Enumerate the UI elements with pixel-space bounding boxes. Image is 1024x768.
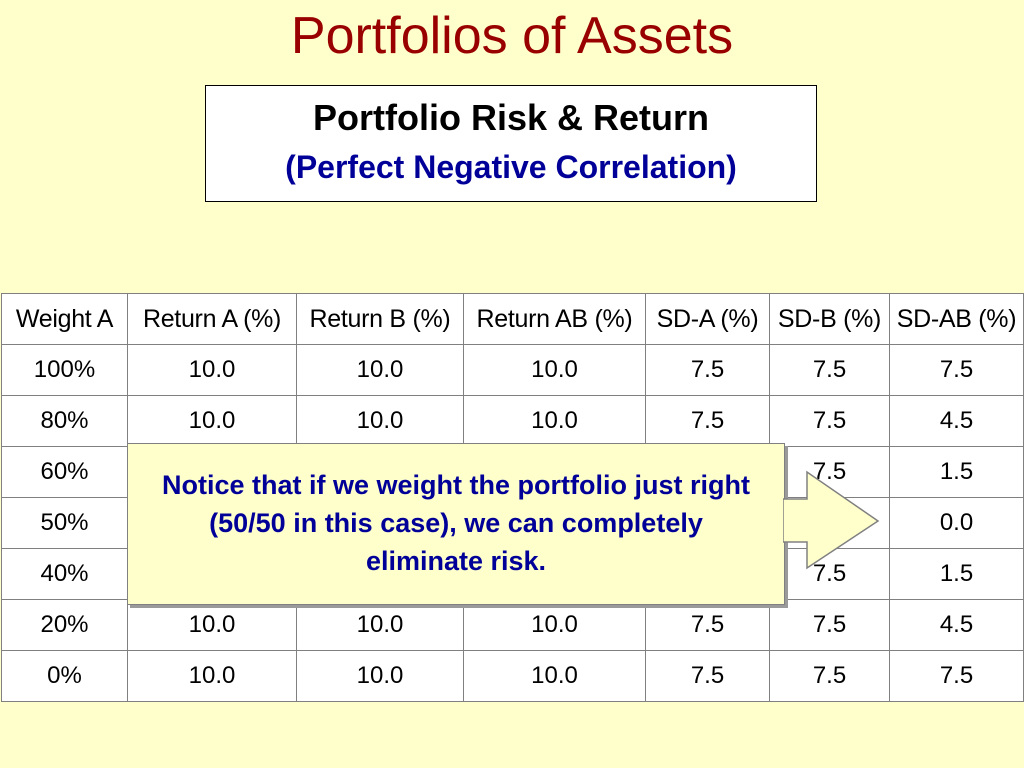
- table-cell: 1.5: [889, 446, 1024, 498]
- table-cell: 7.5: [645, 395, 770, 447]
- arrow-right-icon: [783, 470, 880, 570]
- header-subtitle: (Perfect Negative Correlation): [285, 148, 737, 185]
- table-cell: 7.5: [769, 599, 890, 651]
- table-cell: 60%: [1, 446, 128, 498]
- table-cell: 10.0: [296, 344, 464, 396]
- table-cell: 7.5: [889, 344, 1024, 396]
- table-cell: 0.0: [889, 497, 1024, 549]
- table-cell: 10.0: [463, 395, 646, 447]
- table-cell: 7.5: [769, 548, 890, 600]
- table-cell: 0%: [1, 650, 128, 702]
- table-cell: 40%: [1, 548, 128, 600]
- header-weight-a: Weight A: [1, 293, 128, 345]
- table-cell: 10.0: [296, 599, 464, 651]
- header-return-a: Return A (%): [127, 293, 297, 345]
- table-cell: 10.0: [296, 395, 464, 447]
- header-sd-b: SD-B (%): [769, 293, 890, 345]
- header-return-b: Return B (%): [296, 293, 464, 345]
- table-cell: 7.5: [769, 344, 890, 396]
- header-return-ab: Return AB (%): [463, 293, 646, 345]
- table-cell: 50%: [1, 497, 128, 549]
- table-cell: 4.5: [889, 395, 1024, 447]
- table-cell: 20%: [1, 599, 128, 651]
- header-sd-ab: SD-AB (%): [889, 293, 1024, 345]
- table-cell: 10.0: [296, 650, 464, 702]
- table-cell: 10.0: [463, 344, 646, 396]
- table-cell: 4.5: [889, 599, 1024, 651]
- table-cell: 7.5: [769, 650, 890, 702]
- table-cell: 10.0: [127, 650, 297, 702]
- table-header-row: Weight A Return A (%) Return B (%) Retur…: [1, 293, 1024, 345]
- header-sd-a: SD-A (%): [645, 293, 770, 345]
- slide-title: Portfolios of Assets: [290, 7, 734, 65]
- table-row: 20% 10.0 10.0 10.0 7.5 7.5 4.5: [1, 599, 1024, 651]
- table-cell: 10.0: [463, 599, 646, 651]
- table-cell: 7.5: [645, 599, 770, 651]
- callout-box: Notice that if we weight the portfolio j…: [127, 443, 785, 605]
- table-cell: 10.0: [463, 650, 646, 702]
- table-cell: 10.0: [127, 344, 297, 396]
- table-cell: 7.5: [769, 395, 890, 447]
- table-cell: 7.5: [645, 650, 770, 702]
- table-cell: 1.5: [889, 548, 1024, 600]
- header-box: Portfolio Risk & Return (Perfect Negativ…: [205, 85, 817, 202]
- table-row: 80% 10.0 10.0 10.0 7.5 7.5 4.5: [1, 395, 1024, 447]
- callout-text: Notice that if we weight the portfolio j…: [162, 470, 750, 576]
- table-row: 100% 10.0 10.0 10.0 7.5 7.5 7.5: [1, 344, 1024, 396]
- table-row: 0% 10.0 10.0 10.0 7.5 7.5 7.5: [1, 650, 1024, 702]
- table-cell: 7.5: [889, 650, 1024, 702]
- table-cell: 100%: [1, 344, 128, 396]
- table-cell: 10.0: [127, 599, 297, 651]
- table-cell: 10.0: [127, 395, 297, 447]
- table-cell: 80%: [1, 395, 128, 447]
- table-cell: 7.5: [645, 344, 770, 396]
- table-cell: 7.5: [769, 446, 890, 498]
- header-title: Portfolio Risk & Return: [312, 97, 710, 138]
